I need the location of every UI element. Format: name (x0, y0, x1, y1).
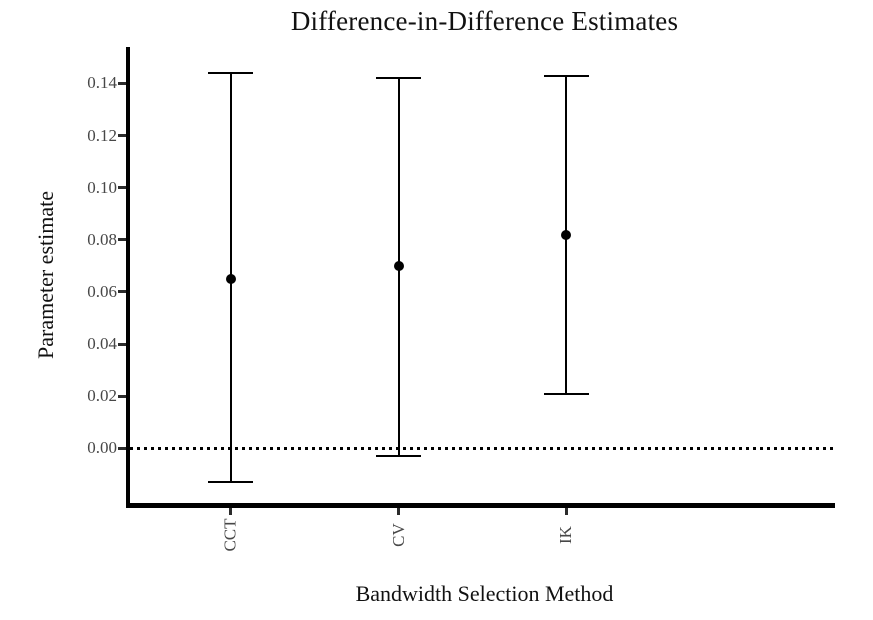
error-bar-upper-cap (376, 77, 422, 80)
y-tick-label: 0.08 (87, 229, 117, 249)
x-category-label-text: CV (388, 523, 408, 547)
x-axis-tick (229, 508, 233, 515)
x-category-label: IK (516, 505, 616, 565)
y-axis-title: Parameter estimate (24, 47, 68, 503)
error-bar-lower-cap (543, 392, 589, 395)
y-tick-label: 0.00 (87, 438, 117, 458)
x-axis-tick (397, 508, 401, 515)
estimate-point (561, 229, 572, 240)
error-bar-lower-cap (376, 455, 422, 458)
x-category-label: CCT (181, 505, 281, 565)
y-tick-label: 0.10 (87, 177, 117, 197)
y-tick-label: 0.02 (87, 386, 117, 406)
x-category-label-text: CCT (220, 518, 240, 552)
zero-reference-line (130, 446, 835, 450)
estimate-point (393, 260, 404, 271)
y-tick-label: 0.06 (87, 281, 117, 301)
y-axis-tick (118, 446, 126, 450)
y-axis-tick (118, 186, 126, 190)
x-category-label: CV (349, 505, 449, 565)
y-axis-tick (118, 238, 126, 242)
y-axis-tick (118, 290, 126, 294)
y-tick-label: 0.12 (87, 125, 117, 145)
x-category-label-text: IK (556, 526, 576, 544)
x-axis-tick (564, 508, 568, 515)
error-bar-upper-cap (208, 72, 254, 75)
chart-title: Difference-in-Difference Estimates (290, 6, 679, 36)
y-axis-tick (118, 134, 126, 138)
y-tick-label: 0.04 (87, 334, 117, 354)
estimate-point (225, 273, 236, 284)
error-bar-upper-cap (543, 74, 589, 77)
y-axis-tick (118, 81, 126, 85)
y-axis-tick (118, 342, 126, 346)
y-axis-tick (118, 394, 126, 398)
chart-panel: 0.00 0.02 0.04 0.06 0.08 0.10 0.12 0.14 CCT CV IK (87, 47, 835, 552)
error-bar-lower-cap (208, 481, 254, 484)
y-tick-label: 0.14 (87, 73, 117, 93)
x-axis-title: Bandwidth Selection Method (355, 581, 614, 606)
